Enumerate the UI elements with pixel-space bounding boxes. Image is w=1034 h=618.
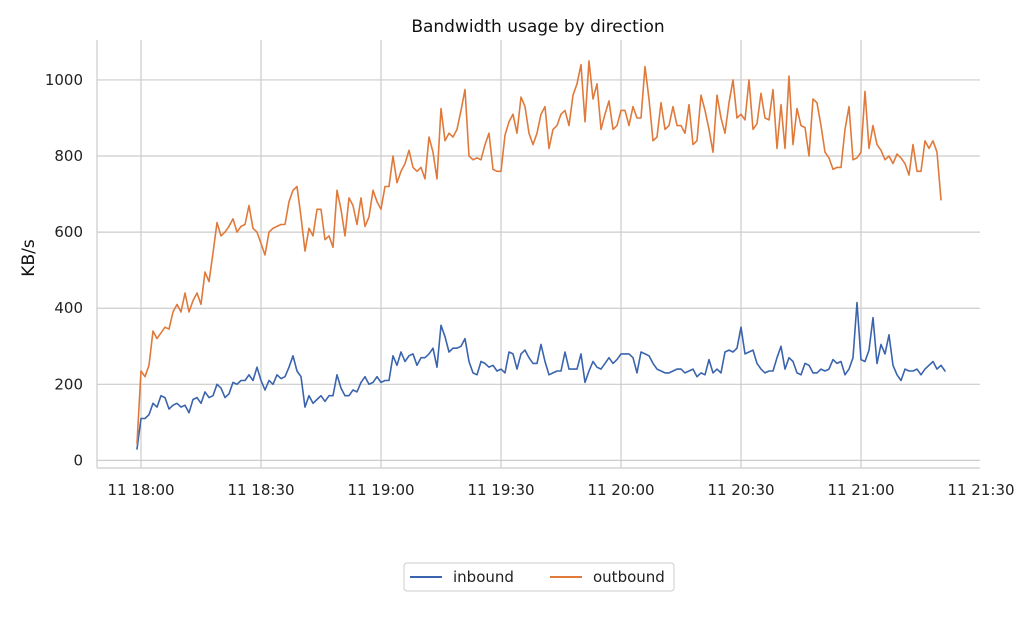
x-tick-label: 11 20:30 bbox=[707, 481, 774, 499]
y-tick-label: 1000 bbox=[45, 71, 83, 89]
x-tick-label: 11 19:30 bbox=[467, 481, 534, 499]
x-tick-labels: 11 18:00 11 18:30 11 19:00 11 19:30 11 20:00… bbox=[107, 481, 1014, 499]
x-tick-label: 11 21:00 bbox=[827, 481, 894, 499]
legend-label-outbound: outbound bbox=[593, 568, 665, 586]
y-axis-label: KB/s bbox=[19, 239, 39, 277]
series-line-outbound bbox=[136, 60, 942, 445]
legend: inbound outbound bbox=[403, 562, 675, 592]
x-tick-label: 11 19:00 bbox=[347, 481, 414, 499]
y-tick-label: 800 bbox=[54, 147, 83, 165]
axes bbox=[96, 40, 980, 469]
y-tick-labels: 0 200 400 600 800 1000 bbox=[45, 71, 83, 469]
legend-frame bbox=[403, 562, 675, 592]
x-tick-label: 11 18:00 bbox=[107, 481, 174, 499]
y-tick-label: 600 bbox=[54, 223, 83, 241]
y-tick-label: 400 bbox=[54, 299, 83, 317]
legend-label-inbound: inbound bbox=[453, 568, 514, 586]
x-tick-label: 11 21:30 bbox=[947, 481, 1014, 499]
chart-title: Bandwidth usage by direction bbox=[411, 17, 664, 37]
x-tick-label: 11 18:30 bbox=[227, 481, 294, 499]
y-tick-label: 200 bbox=[54, 375, 83, 393]
x-tick-label: 11 20:00 bbox=[587, 481, 654, 499]
grid-lines bbox=[97, 40, 980, 468]
series-line-inbound bbox=[136, 301, 946, 450]
y-tick-label: 0 bbox=[73, 451, 83, 469]
series-lines bbox=[136, 60, 946, 450]
